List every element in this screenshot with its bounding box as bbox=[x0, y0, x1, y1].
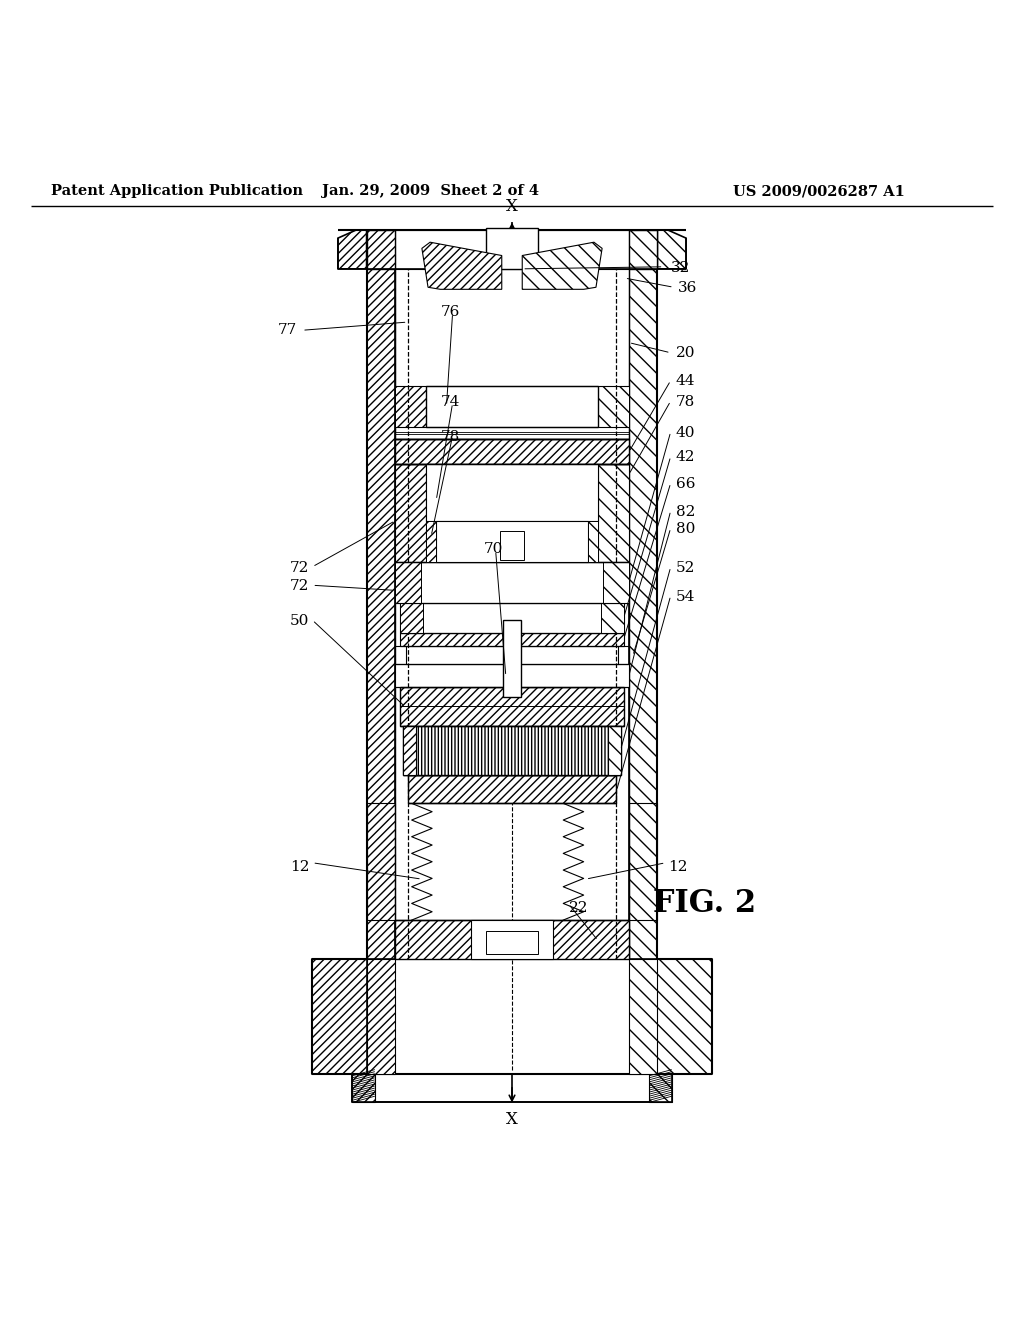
Bar bbox=[395, 438, 629, 465]
Bar bbox=[352, 1073, 672, 1102]
Bar bbox=[400, 686, 624, 726]
Text: 70: 70 bbox=[483, 543, 503, 557]
Bar bbox=[400, 634, 624, 645]
Bar bbox=[426, 465, 598, 520]
Polygon shape bbox=[422, 242, 502, 289]
Polygon shape bbox=[312, 960, 367, 1073]
Text: 66: 66 bbox=[676, 477, 695, 491]
Text: 52: 52 bbox=[676, 561, 695, 574]
Text: 12: 12 bbox=[290, 859, 309, 874]
Text: 78: 78 bbox=[440, 430, 460, 444]
Bar bbox=[426, 520, 436, 562]
Text: 72: 72 bbox=[290, 579, 309, 593]
Bar bbox=[629, 230, 657, 269]
Bar bbox=[395, 920, 629, 960]
Bar bbox=[406, 645, 618, 664]
Bar bbox=[598, 385, 629, 426]
Text: Jan. 29, 2009  Sheet 2 of 4: Jan. 29, 2009 Sheet 2 of 4 bbox=[322, 183, 539, 198]
Bar bbox=[649, 1073, 672, 1102]
Text: 54: 54 bbox=[676, 590, 695, 603]
Bar bbox=[598, 465, 629, 562]
Bar bbox=[403, 726, 621, 775]
Text: 44: 44 bbox=[676, 375, 695, 388]
Bar bbox=[395, 230, 629, 269]
Polygon shape bbox=[522, 242, 602, 289]
Text: 12: 12 bbox=[668, 859, 687, 874]
Bar bbox=[367, 230, 657, 269]
Text: Patent Application Publication: Patent Application Publication bbox=[51, 183, 303, 198]
Bar bbox=[395, 562, 421, 603]
Bar bbox=[588, 520, 598, 562]
Text: 40: 40 bbox=[676, 425, 695, 440]
Bar bbox=[436, 520, 588, 562]
Bar bbox=[603, 562, 629, 603]
Bar bbox=[408, 775, 616, 804]
Text: 77: 77 bbox=[278, 323, 297, 338]
Bar bbox=[395, 465, 426, 562]
Text: 20: 20 bbox=[676, 346, 695, 360]
Bar bbox=[486, 228, 538, 269]
Bar bbox=[367, 230, 395, 269]
Text: 74: 74 bbox=[440, 395, 460, 409]
Bar bbox=[471, 920, 553, 960]
Polygon shape bbox=[338, 230, 367, 269]
Bar bbox=[400, 603, 624, 634]
Bar bbox=[395, 385, 426, 426]
Text: 50: 50 bbox=[290, 614, 309, 628]
Bar bbox=[403, 726, 416, 775]
Bar bbox=[414, 726, 610, 775]
Bar bbox=[395, 269, 629, 438]
Text: X: X bbox=[506, 1110, 518, 1127]
Bar bbox=[629, 269, 657, 960]
Bar bbox=[367, 960, 395, 1073]
Bar bbox=[608, 726, 621, 775]
Bar bbox=[395, 562, 629, 603]
Text: FIG. 2: FIG. 2 bbox=[653, 888, 757, 919]
Bar bbox=[629, 804, 657, 920]
Text: X: X bbox=[506, 198, 518, 215]
Bar bbox=[395, 664, 629, 686]
Polygon shape bbox=[657, 230, 686, 269]
Bar bbox=[629, 960, 657, 1073]
Text: 76: 76 bbox=[440, 305, 460, 319]
Bar bbox=[367, 804, 395, 920]
Text: 72: 72 bbox=[290, 561, 309, 574]
Bar bbox=[367, 269, 395, 960]
Bar bbox=[601, 603, 624, 634]
Text: 36: 36 bbox=[678, 281, 697, 296]
Bar bbox=[426, 385, 598, 426]
Text: 22: 22 bbox=[569, 900, 589, 915]
Text: 42: 42 bbox=[676, 450, 695, 465]
Bar bbox=[400, 603, 423, 634]
Text: 78: 78 bbox=[676, 395, 695, 409]
Text: 32: 32 bbox=[671, 261, 690, 275]
Bar bbox=[352, 1073, 375, 1102]
Polygon shape bbox=[657, 960, 712, 1073]
Text: 80: 80 bbox=[676, 521, 695, 536]
Text: 82: 82 bbox=[676, 504, 695, 519]
Bar bbox=[486, 931, 538, 954]
Bar bbox=[503, 620, 521, 697]
Bar bbox=[500, 531, 524, 560]
Text: US 2009/0026287 A1: US 2009/0026287 A1 bbox=[733, 183, 905, 198]
